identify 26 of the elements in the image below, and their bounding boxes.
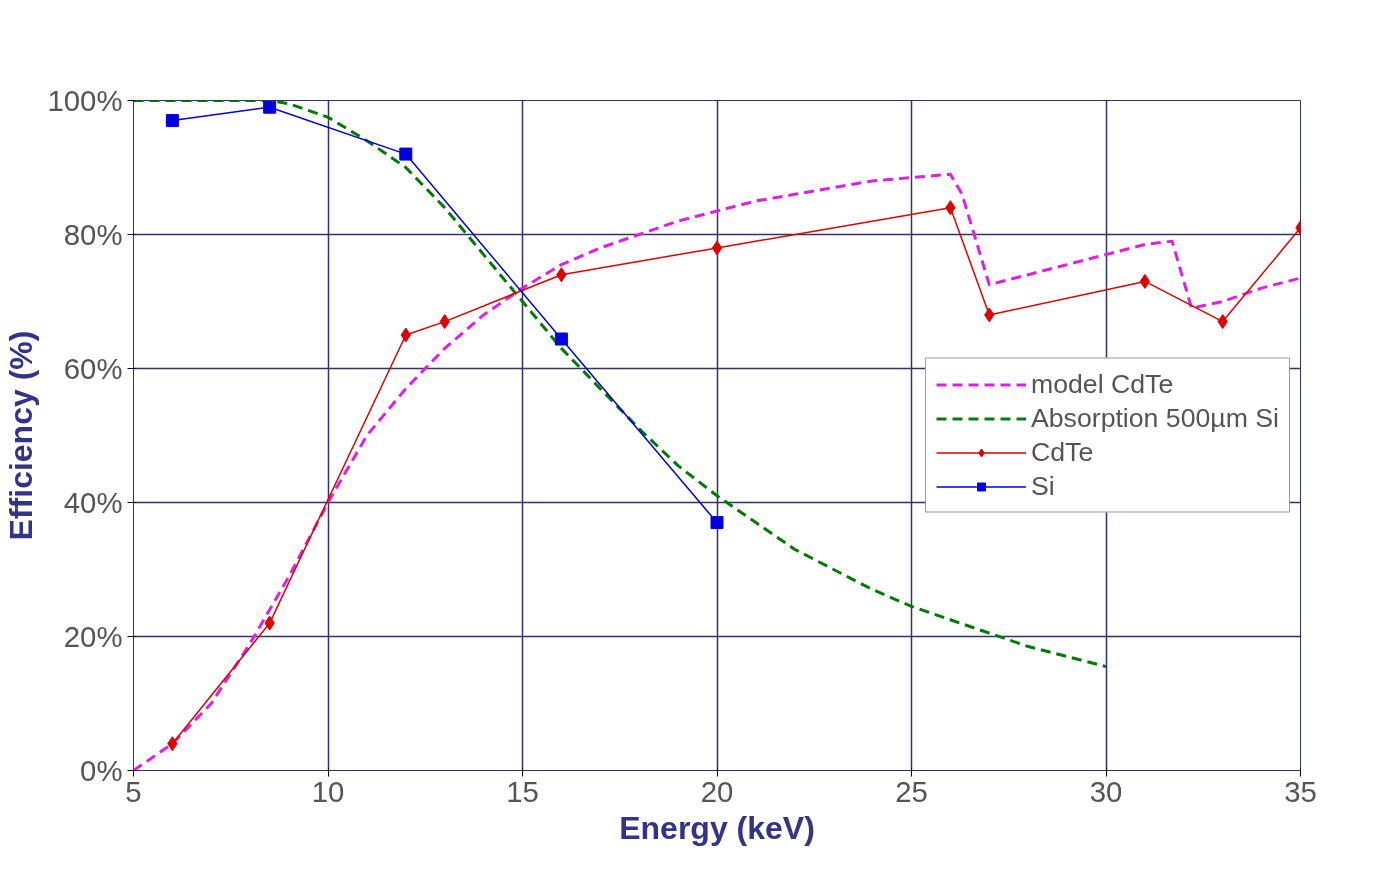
point: [710, 516, 724, 530]
x-tick-label: 20: [700, 774, 734, 808]
point: [554, 332, 568, 346]
legend-label: model CdTe: [1031, 368, 1174, 400]
x-tick-label: 10: [311, 774, 345, 808]
point: [399, 147, 413, 161]
point: [711, 240, 723, 256]
legend-label: Si: [1031, 470, 1055, 502]
x-tick-label: 15: [506, 774, 539, 808]
y-tick-label: 100%: [47, 84, 123, 117]
x-tick-label: 35: [1284, 774, 1317, 808]
x-tick-label: 25: [895, 774, 928, 808]
x-tick-label: 5: [125, 774, 142, 808]
y-tick-label: 80%: [63, 218, 123, 251]
point: [165, 114, 179, 128]
y-tick-label: 40%: [63, 486, 123, 519]
legend-label: CdTe: [1031, 436, 1094, 468]
point: [263, 100, 277, 114]
y-tick-label: 20%: [63, 620, 123, 653]
legend-label: Absorption 500µm Si: [1031, 402, 1279, 434]
y-axis-title: Efficiency (%): [3, 330, 40, 541]
y-tick-label: 60%: [63, 352, 123, 385]
x-axis-title: Energy (keV): [619, 809, 815, 846]
point: [1139, 273, 1151, 289]
y-tick-label: 0%: [80, 754, 123, 787]
x-tick-label: 30: [1089, 774, 1123, 808]
